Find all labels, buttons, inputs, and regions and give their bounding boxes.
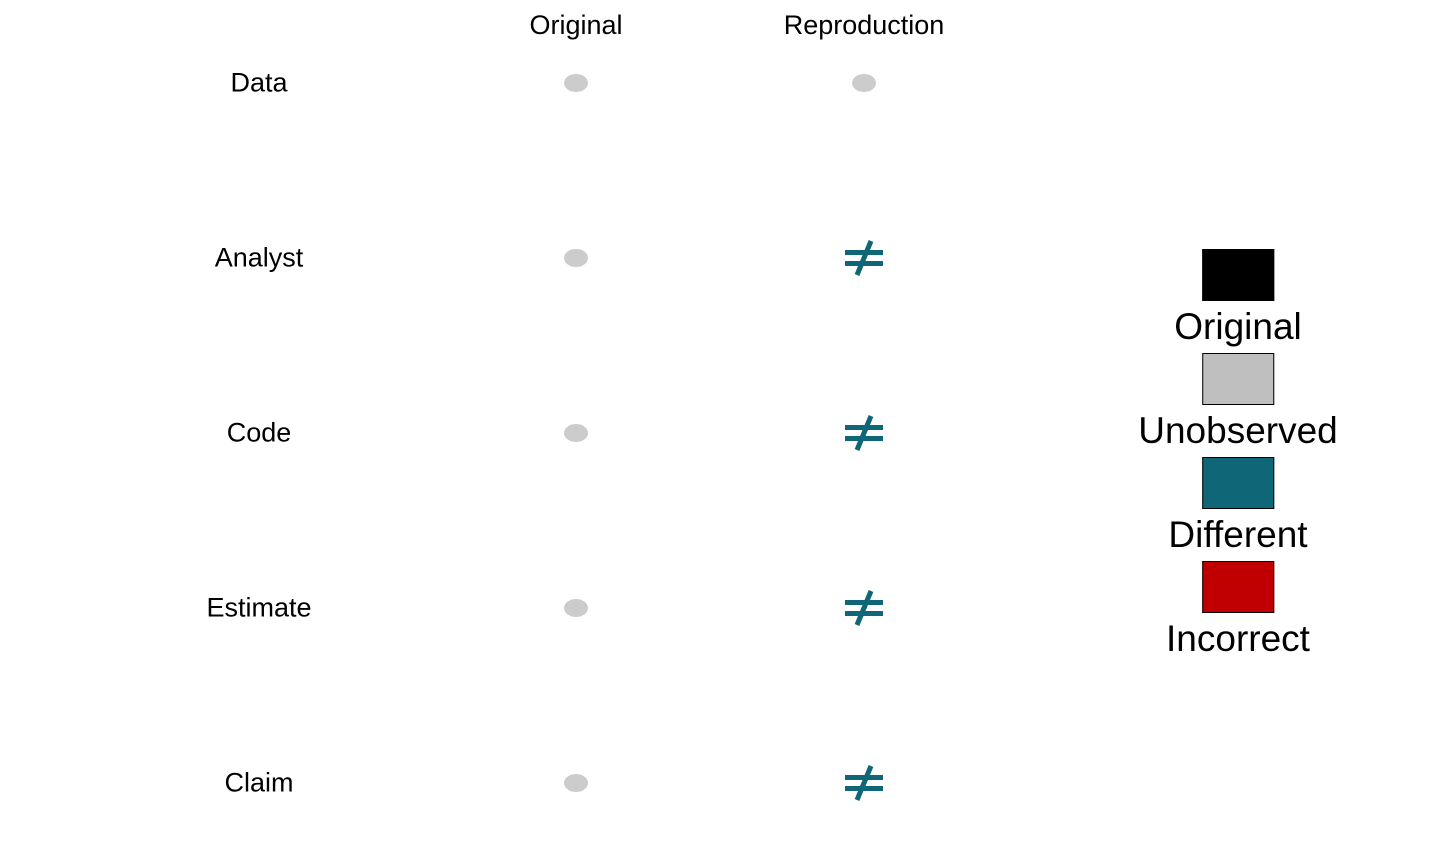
- dot-icon: [564, 774, 588, 792]
- unobserved-dot-data-reproduction: [852, 74, 876, 92]
- legend-label-different: Different: [1168, 514, 1308, 555]
- different-marker-claim-reproduction: [843, 763, 885, 803]
- dot-icon: [852, 74, 876, 92]
- dot-icon: [564, 424, 588, 442]
- legend-swatch-incorrect: [1201, 561, 1274, 613]
- different-marker-analyst-reproduction: [843, 238, 885, 278]
- dot-icon: [564, 599, 588, 617]
- row-label-analyst: Analyst: [214, 242, 304, 273]
- different-marker-estimate-reproduction: [843, 588, 885, 628]
- legend-label-incorrect: Incorrect: [1166, 618, 1310, 659]
- not-equal-icon: [845, 765, 883, 801]
- legend-swatch-different: [1201, 457, 1274, 509]
- row-label-data: Data: [230, 67, 288, 98]
- dot-icon: [564, 74, 588, 92]
- legend-item-original: Original: [1174, 249, 1302, 353]
- legend-swatch-unobserved: [1201, 353, 1274, 405]
- row-label-estimate: Estimate: [206, 592, 312, 623]
- legend-item-incorrect: Incorrect: [1166, 561, 1310, 665]
- different-marker-code-reproduction: [843, 413, 885, 453]
- legend: Original Unobserved Different Incorrect: [1138, 249, 1338, 665]
- dot-icon: [564, 249, 588, 267]
- unobserved-dot-claim-original: [564, 774, 588, 792]
- not-equal-icon: [845, 415, 883, 451]
- col-header-original: Original: [529, 10, 623, 40]
- legend-label-original: Original: [1174, 306, 1302, 347]
- unobserved-dot-code-original: [564, 424, 588, 442]
- legend-item-different: Different: [1168, 457, 1308, 561]
- col-header-reproduction: Reproduction: [783, 10, 945, 40]
- legend-item-unobserved: Unobserved: [1138, 353, 1338, 457]
- row-label-code: Code: [226, 417, 292, 448]
- not-equal-icon: [845, 590, 883, 626]
- not-equal-icon: [845, 240, 883, 276]
- unobserved-dot-analyst-original: [564, 249, 588, 267]
- unobserved-dot-data-original: [564, 74, 588, 92]
- legend-label-unobserved: Unobserved: [1138, 410, 1338, 451]
- row-label-claim: Claim: [224, 767, 294, 798]
- unobserved-dot-estimate-original: [564, 599, 588, 617]
- legend-swatch-original: [1201, 249, 1274, 301]
